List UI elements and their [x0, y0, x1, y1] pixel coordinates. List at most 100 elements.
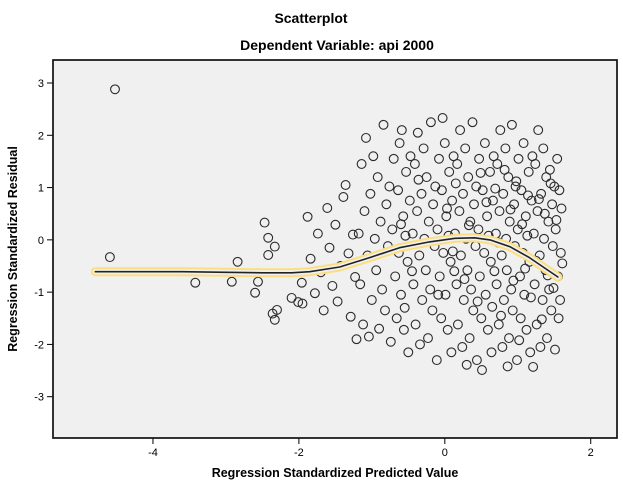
plot-area — [53, 60, 617, 438]
data-point — [495, 125, 506, 136]
data-point — [418, 143, 429, 154]
data-point — [250, 287, 261, 298]
data-point — [415, 339, 425, 350]
x-axis-ticks: -4 -2 0 2 — [148, 438, 594, 459]
data-point — [455, 125, 466, 136]
data-point — [431, 355, 442, 366]
data-point — [405, 151, 416, 162]
data-point — [482, 324, 493, 335]
data-point — [514, 335, 525, 346]
data-point — [489, 266, 500, 277]
data-point — [253, 276, 263, 287]
data-point — [442, 203, 452, 214]
data-point — [553, 313, 564, 324]
data-point — [466, 284, 477, 295]
data-point — [479, 138, 490, 149]
y-tick-label: -3 — [34, 392, 44, 404]
data-point — [377, 284, 388, 295]
data-point — [372, 172, 383, 183]
data-point — [538, 143, 549, 154]
x-axis-title: Regression Standardized Predicted Value — [212, 466, 459, 480]
y-tick-label: -1 — [34, 287, 44, 299]
lowess-fit-line — [94, 237, 559, 278]
data-point — [549, 181, 560, 192]
data-point — [324, 242, 335, 253]
data-point — [359, 206, 370, 217]
y-axis-title: Regression Standardized Residual — [6, 146, 20, 352]
data-point — [509, 199, 520, 210]
data-point — [318, 305, 329, 316]
data-point — [305, 253, 316, 264]
data-point — [494, 206, 505, 217]
data-point — [457, 342, 468, 352]
data-point — [539, 233, 549, 244]
data-point — [412, 206, 423, 217]
data-point — [555, 247, 566, 258]
data-point — [369, 233, 380, 244]
data-point — [332, 296, 343, 307]
data-point — [347, 229, 358, 240]
data-point — [512, 355, 522, 366]
data-point — [519, 289, 530, 300]
data-point — [404, 195, 415, 206]
data-point — [537, 295, 548, 305]
data-point — [502, 361, 513, 372]
data-point — [380, 305, 390, 316]
data-point — [557, 258, 568, 269]
data-point — [535, 342, 546, 352]
data-point — [518, 138, 529, 149]
data-point — [452, 159, 463, 169]
data-point — [500, 143, 511, 154]
data-point — [412, 127, 423, 138]
data-point — [398, 324, 409, 335]
data-point — [474, 271, 485, 282]
data-point — [504, 333, 514, 344]
data-point — [486, 347, 497, 358]
data-point — [385, 336, 396, 347]
x-tick-label: 0 — [442, 447, 448, 459]
data-point — [479, 247, 490, 258]
data-point — [547, 199, 558, 210]
y-axis-ticks: 3 2 1 0 -1 -2 -3 — [34, 78, 53, 404]
data-point — [403, 347, 414, 358]
data-point — [506, 284, 517, 295]
data-point — [511, 176, 522, 187]
data-point — [550, 344, 560, 355]
data-point — [505, 204, 516, 215]
data-point — [302, 211, 313, 222]
data-point — [542, 333, 552, 344]
data-point — [531, 319, 542, 330]
data-point — [458, 295, 469, 305]
data-point — [504, 216, 515, 227]
data-point — [423, 216, 434, 227]
data-point — [390, 271, 401, 282]
scatter-points — [104, 84, 568, 375]
data-point — [330, 219, 341, 230]
data-point — [413, 174, 424, 185]
data-point — [381, 199, 392, 210]
data-point — [525, 292, 536, 303]
chart-title: Scatterplot — [274, 10, 347, 26]
data-point — [378, 119, 389, 130]
data-point — [400, 230, 411, 241]
data-point — [469, 199, 479, 210]
data-point — [440, 289, 451, 300]
data-point — [269, 241, 280, 252]
data-point — [447, 246, 458, 257]
data-point — [554, 185, 565, 196]
data-point — [414, 250, 425, 261]
data-point — [416, 188, 427, 199]
data-point — [544, 284, 555, 295]
plot-frame — [52, 59, 618, 439]
data-point — [420, 265, 431, 276]
data-point — [528, 361, 539, 372]
data-point — [516, 185, 527, 196]
data-point — [464, 333, 475, 344]
x-tick-label: -2 — [294, 447, 304, 459]
data-point — [452, 319, 463, 330]
data-point — [498, 295, 509, 305]
data-point — [515, 313, 526, 324]
data-point — [517, 219, 528, 230]
data-point — [446, 347, 457, 358]
